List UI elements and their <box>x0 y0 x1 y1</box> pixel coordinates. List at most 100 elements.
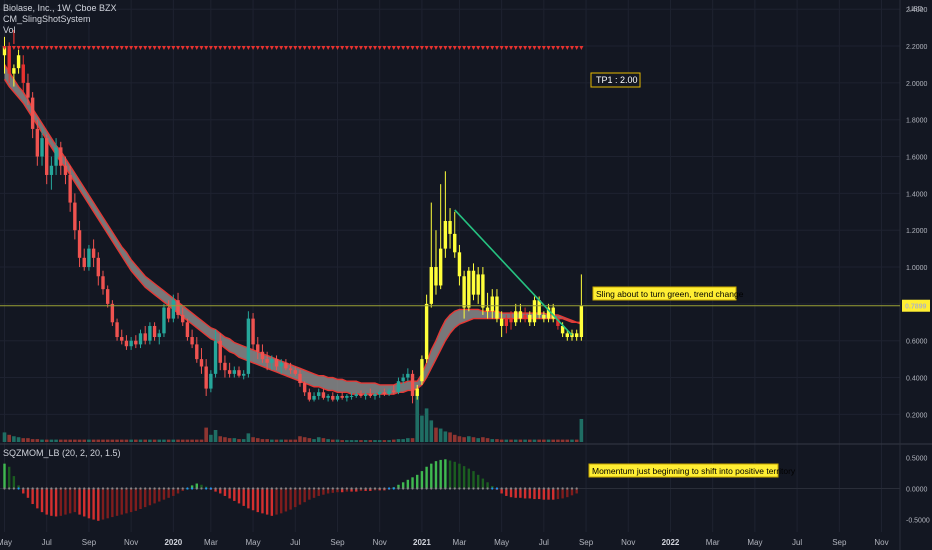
momentum-bar <box>509 488 513 498</box>
volume-bar <box>551 439 556 442</box>
signal-triangle <box>166 46 171 50</box>
squeeze-dot <box>547 487 550 490</box>
candle-body <box>570 333 574 338</box>
volume-bar <box>26 438 30 442</box>
squeeze-dot <box>303 487 306 490</box>
squeeze-dot <box>327 487 330 490</box>
squeeze-dot <box>416 487 419 490</box>
squeeze-dot <box>284 487 287 490</box>
signal-triangle <box>77 46 82 50</box>
signal-triangle <box>344 46 349 50</box>
volume-bar <box>396 439 401 442</box>
squeeze-dot <box>369 487 372 490</box>
signal-triangle <box>237 46 241 50</box>
candle-body <box>2 46 7 56</box>
current-price-tag <box>902 299 930 312</box>
volume-bar <box>434 427 438 442</box>
candle-body <box>579 305 584 338</box>
momentum-bar <box>284 488 288 512</box>
volume-bar <box>2 432 7 442</box>
candle-body <box>166 307 171 319</box>
squeeze-dot <box>472 487 475 490</box>
momentum-bar <box>172 488 175 496</box>
price-tick-label: 1.6000 <box>906 155 928 162</box>
volume-bar <box>570 439 574 442</box>
candle-body <box>251 318 255 345</box>
signal-triangle <box>457 46 462 50</box>
signal-triangle <box>110 46 115 50</box>
candle-body <box>514 311 518 323</box>
volume-bar <box>326 439 330 442</box>
signal-triangle <box>396 46 401 50</box>
squeeze-dot <box>153 487 156 490</box>
signal-triangle <box>96 46 101 50</box>
signal-triangle <box>494 46 499 50</box>
squeeze-dot <box>556 487 560 490</box>
squeeze-dot <box>533 487 536 490</box>
candle-body <box>340 395 344 398</box>
volume-bar <box>54 439 58 442</box>
signal-triangle <box>574 46 579 50</box>
candle-body <box>68 174 72 203</box>
candle-body <box>35 128 40 157</box>
time-tick-label: Nov <box>874 538 888 547</box>
volume-bar <box>467 436 471 442</box>
volume-bar <box>509 439 513 442</box>
candle-body <box>40 138 44 157</box>
indicator-title: CM_SlingShotSystem <box>3 14 91 24</box>
candle-body <box>528 314 532 323</box>
momentum-bar <box>256 488 259 513</box>
signal-triangle <box>218 46 223 50</box>
candle-body <box>504 318 509 326</box>
momentum-bar <box>537 488 541 500</box>
signal-triangle <box>358 46 363 50</box>
candle-body <box>396 381 401 393</box>
momentum-bar <box>45 488 48 515</box>
candle-body <box>288 368 293 371</box>
candle-body <box>471 270 476 295</box>
momentum-bar <box>106 488 109 519</box>
squeeze-dot <box>439 487 442 490</box>
signal-triangle <box>565 46 570 50</box>
volume-bar <box>316 437 321 442</box>
signal-triangle <box>68 46 73 50</box>
time-tick-label: Sep <box>579 538 594 547</box>
momentum-bar <box>115 488 119 516</box>
candle-body <box>21 64 25 83</box>
momentum-bar <box>491 486 494 489</box>
squeeze-dot <box>481 487 484 490</box>
signal-triangle <box>326 46 331 50</box>
candle-body <box>467 270 471 308</box>
signal-triangle <box>208 46 213 50</box>
signal-triangle <box>307 46 312 50</box>
volume-bar <box>298 436 302 442</box>
squeeze-dot <box>167 487 170 490</box>
candle-body <box>373 394 377 396</box>
signal-triangle <box>448 46 453 50</box>
squeeze-dot <box>130 487 133 490</box>
signal-triangle <box>199 46 204 50</box>
momentum-bar <box>294 488 297 508</box>
squeeze-dot <box>233 487 236 490</box>
squeeze-dot <box>523 487 527 490</box>
candle-body <box>87 248 91 268</box>
signal-triangle <box>471 46 476 50</box>
candle-body <box>387 390 391 395</box>
signal-triangle <box>354 46 359 50</box>
volume-bar <box>30 439 35 442</box>
momentum-bar <box>561 488 564 499</box>
squeeze-dot <box>195 487 198 490</box>
volume-bar <box>7 434 11 442</box>
candle-body <box>157 333 161 338</box>
volume-bar <box>134 439 138 442</box>
squeeze-dot <box>491 487 494 490</box>
squeeze-dot <box>383 487 386 490</box>
candle-body <box>523 314 527 319</box>
candle-body <box>54 147 58 166</box>
candle-body <box>349 395 354 397</box>
candle-body <box>438 248 443 286</box>
volume-bar <box>176 439 180 442</box>
momentum-bar <box>125 488 128 514</box>
